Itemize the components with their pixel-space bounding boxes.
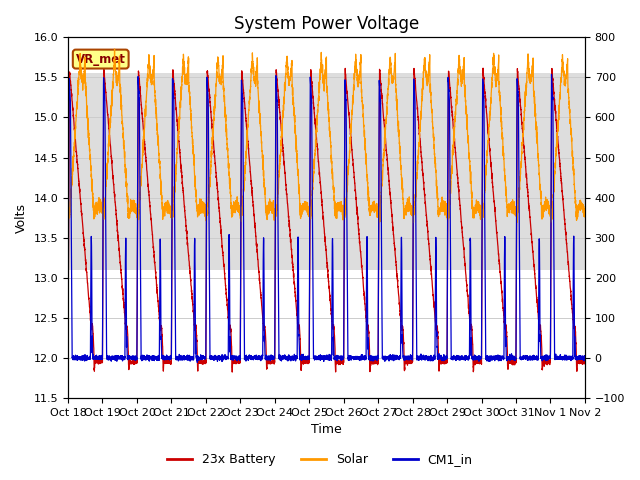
- Legend: 23x Battery, Solar, CM1_in: 23x Battery, Solar, CM1_in: [163, 448, 477, 471]
- Bar: [68, 73, 585, 270]
- Text: VR_met: VR_met: [76, 53, 125, 66]
- X-axis label: Time: Time: [311, 423, 342, 436]
- Y-axis label: Volts: Volts: [15, 203, 28, 233]
- Title: System Power Voltage: System Power Voltage: [234, 15, 419, 33]
